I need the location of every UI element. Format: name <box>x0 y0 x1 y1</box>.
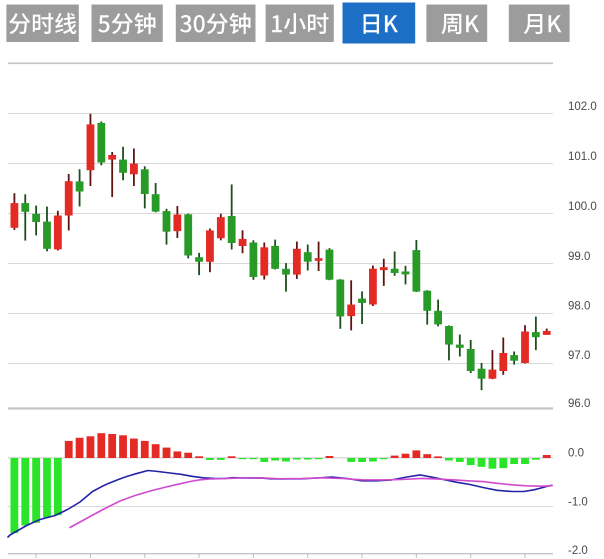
svg-text:98.0: 98.0 <box>568 301 590 313</box>
svg-text:-2.0: -2.0 <box>568 545 588 557</box>
svg-text:97.0: 97.0 <box>568 350 590 362</box>
svg-text:-1.0: -1.0 <box>568 497 588 509</box>
svg-text:102.0: 102.0 <box>568 101 597 113</box>
svg-text:101.0: 101.0 <box>568 151 597 163</box>
svg-text:0.0: 0.0 <box>568 448 584 460</box>
svg-text:99.0: 99.0 <box>568 251 590 263</box>
svg-text:96.0: 96.0 <box>568 398 590 410</box>
svg-text:100.0: 100.0 <box>568 201 597 213</box>
